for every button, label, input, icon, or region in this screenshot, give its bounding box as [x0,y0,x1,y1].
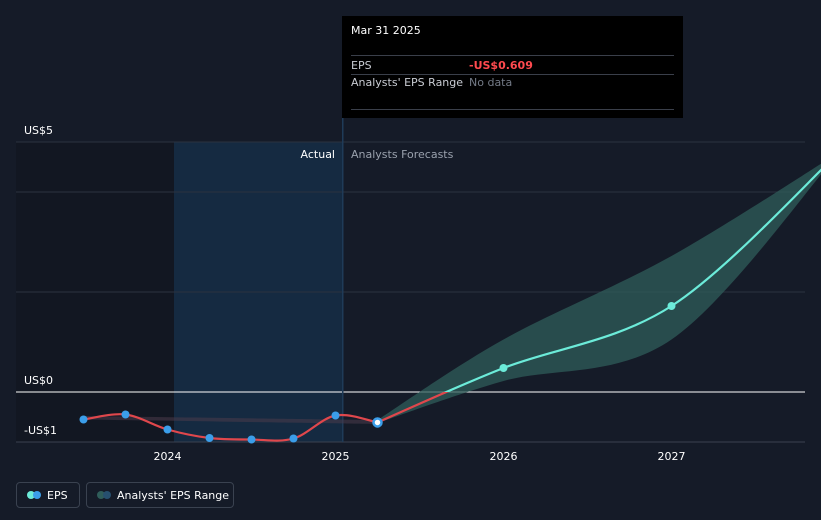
eps-actual-point [205,434,214,442]
tooltip-eps-label: EPS [351,59,372,72]
tooltip-date: Mar 31 2025 [351,24,421,37]
range-legend-icon [97,491,111,499]
legend-eps-label: EPS [47,488,68,502]
y-tick-label: -US$1 [24,424,57,437]
legend-range[interactable]: Analysts' EPS Range [86,482,234,508]
forecast-region-label: Analysts Forecasts [351,148,454,161]
past-range-band [83,416,378,424]
x-tick-label: 2024 [154,450,182,463]
eps-actual-point [79,415,88,424]
eps-actual-point [163,425,172,434]
legend-range-label: Analysts' EPS Range [117,488,230,502]
x-tick-label: 2027 [658,450,686,463]
tooltip-eps-value: -US$0.609 [469,59,533,72]
tooltip: Mar 31 2025 EPS -US$0.609 Analysts' EPS … [342,16,683,118]
actual-region-label: Actual [301,148,335,161]
legend-eps[interactable]: EPS [16,482,80,508]
eps-legend-icon [27,491,41,499]
x-tick-label: 2025 [322,450,350,463]
eps-forecast-point [499,364,508,372]
tooltip-divider [351,74,674,75]
tooltip-cursor-line [342,118,344,442]
eps-forecast-line-negative [377,392,449,424]
eps-forecast-point [667,302,676,310]
eps-actual-point [331,411,340,420]
eps-actual-point [247,435,256,444]
tooltip-range-value: No data [469,76,513,89]
tooltip-range-label: Analysts' EPS Range [351,76,464,89]
tooltip-divider [351,109,674,110]
eps-forecast-line [443,168,821,392]
y-tick-label: US$0 [24,374,53,387]
eps-actual-point [121,410,130,419]
forecast-range-band [377,163,821,423]
y-tick-label: US$5 [24,124,53,137]
tooltip-divider [351,55,674,56]
eps-actual-point [289,434,298,443]
x-tick-label: 2026 [490,450,518,463]
eps-selected-point [372,417,383,428]
